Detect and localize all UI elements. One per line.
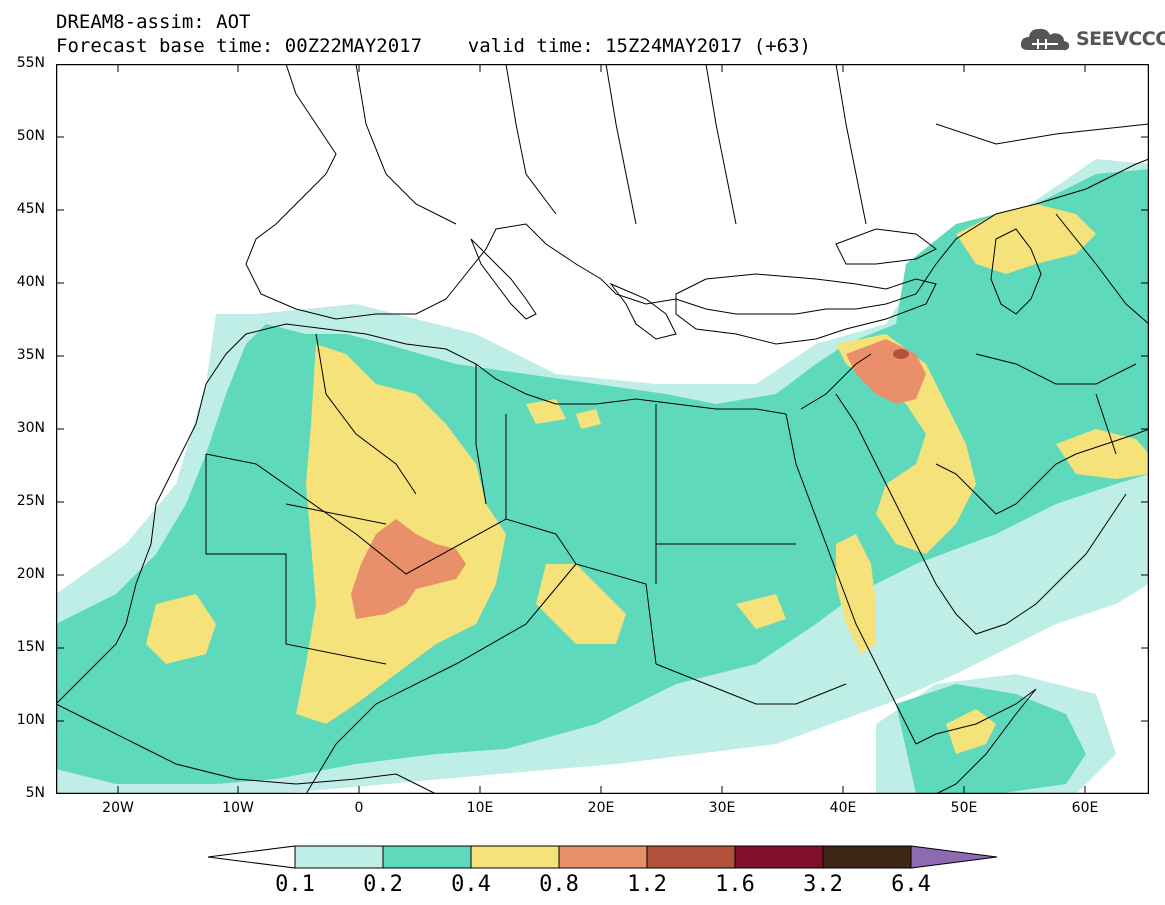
aot-level-1-2-region <box>893 349 909 359</box>
lat-label-35n: 35N <box>16 347 45 363</box>
colorbar-label-3-2: 3.2 <box>803 872 843 897</box>
colorbar-bin-0-8 <box>558 845 648 869</box>
lon-label-20w: 20W <box>102 800 134 816</box>
lon-label-0: 0 <box>354 800 364 816</box>
colorbar-label-1-2: 1.2 <box>627 872 667 897</box>
colorbar-bin-3-2 <box>822 845 912 869</box>
colorbar-label-0-4: 0.4 <box>451 872 491 897</box>
seevccc-logo: SEEVCCC <box>1018 24 1165 54</box>
lat-label-15n: 15N <box>16 639 45 655</box>
lon-label-60e: 60E <box>1071 800 1099 816</box>
logo-text: SEEVCCC <box>1076 28 1165 50</box>
colorbar-low-arrow <box>207 845 296 869</box>
colorbar-bin-0-2 <box>382 845 472 869</box>
cloud-icon <box>1020 28 1070 51</box>
lon-label-50e: 50E <box>950 800 978 816</box>
colorbar-label-1-6: 1.6 <box>715 872 755 897</box>
lat-ticks <box>56 64 1149 722</box>
colorbar-label-0-1: 0.1 <box>275 872 315 897</box>
map-frame <box>56 64 1149 794</box>
lon-label-30e: 30E <box>708 800 736 816</box>
lat-label-10n: 10N <box>16 712 45 728</box>
colorbar-high-arrow <box>910 845 998 869</box>
lat-label-45n: 45N <box>16 201 45 217</box>
colorbar-label-0-8: 0.8 <box>539 872 579 897</box>
forecast-time-line: Forecast base time: 00Z22MAY2017 valid t… <box>56 35 811 57</box>
lon-label-40e: 40E <box>829 800 857 816</box>
lat-label-30n: 30N <box>16 420 45 436</box>
map-title: DREAM8-assim: AOT <box>56 11 251 33</box>
colorbar-label-0-2: 0.2 <box>363 872 403 897</box>
country-borders <box>56 64 1149 794</box>
aot-map <box>56 64 1149 794</box>
lon-label-10e: 10E <box>466 800 494 816</box>
lat-label-55n: 55N <box>16 55 45 71</box>
colorbar-bin-1-6 <box>734 845 824 869</box>
colorbar <box>207 845 998 869</box>
lon-label-20e: 20E <box>587 800 615 816</box>
lat-label-40n: 40N <box>16 274 45 290</box>
lon-label-10w: 10W <box>222 800 254 816</box>
colorbar-bin-1-2 <box>646 845 736 869</box>
colorbar-bin-0-4 <box>470 845 560 869</box>
colorbar-bin-0-1 <box>294 845 384 869</box>
lat-label-25n: 25N <box>16 493 45 509</box>
lat-label-20n: 20N <box>16 566 45 582</box>
lon-ticks <box>117 64 1086 794</box>
lat-label-5n: 5N <box>25 785 45 801</box>
colorbar-label-6-4: 6.4 <box>891 872 931 897</box>
lat-label-50n: 50N <box>16 128 45 144</box>
